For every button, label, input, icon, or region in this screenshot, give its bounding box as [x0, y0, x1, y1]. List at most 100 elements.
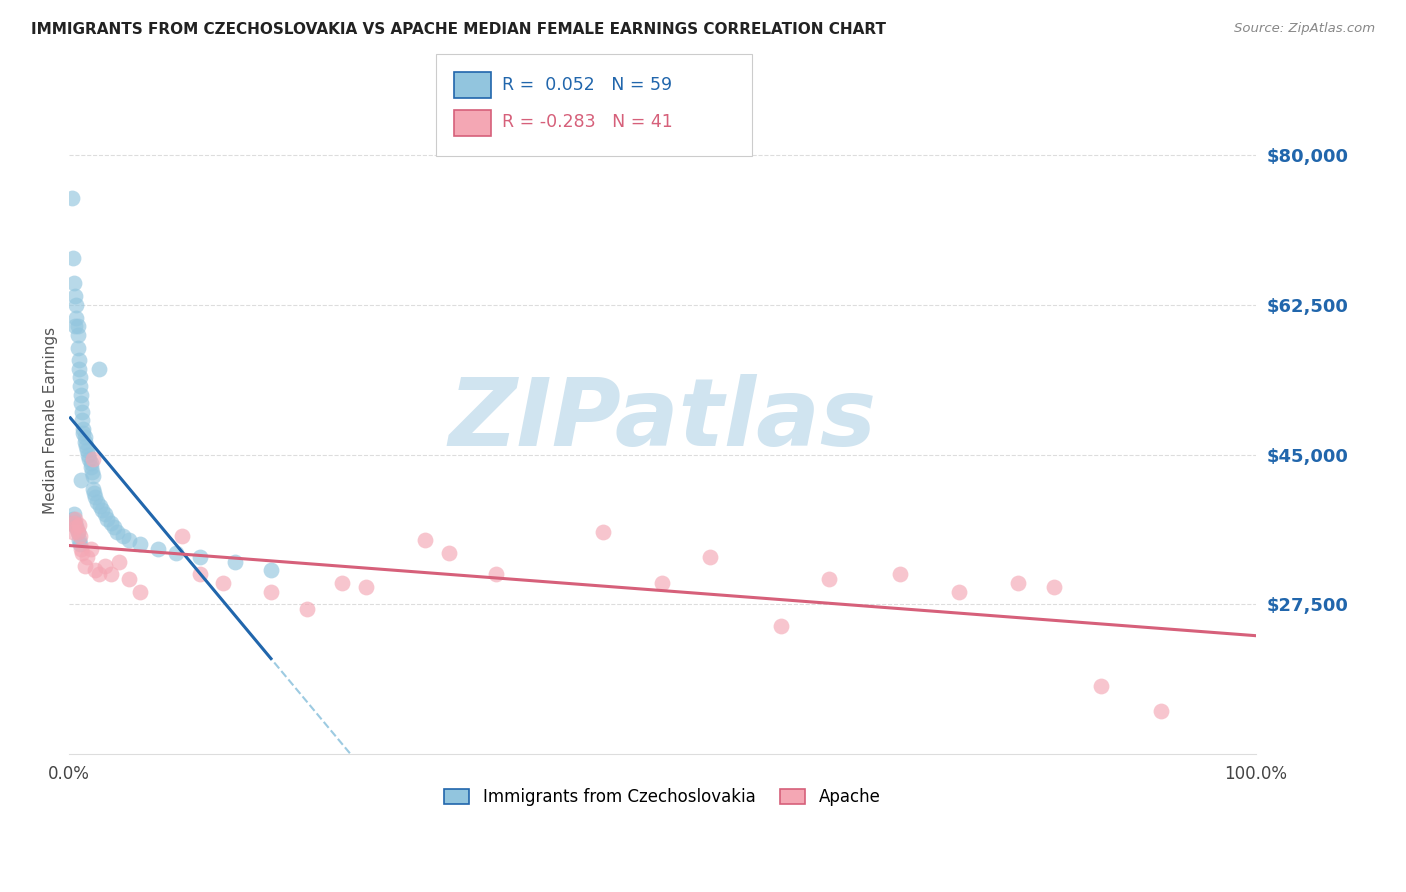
Text: R = -0.283   N = 41: R = -0.283 N = 41: [502, 113, 672, 131]
Point: [72, 546, 94, 560]
Point: [65, 310, 87, 325]
Point: [70, 541, 93, 556]
Point: [62, 512, 84, 526]
Point: [66, 319, 89, 334]
Point: [65, 520, 87, 534]
Point: [295, 601, 318, 615]
Point: [94, 558, 117, 573]
Text: ZIPatlas: ZIPatlas: [449, 375, 876, 467]
Point: [67, 533, 90, 548]
Point: [70, 387, 93, 401]
Text: IMMIGRANTS FROM CZECHOSLOVAKIA VS APACHE MEDIAN FEMALE EARNINGS CORRELATION CHAR: IMMIGRANTS FROM CZECHOSLOVAKIA VS APACHE…: [31, 22, 886, 37]
Point: [817, 572, 839, 586]
Point: [69, 529, 91, 543]
Point: [330, 576, 353, 591]
Point: [354, 580, 377, 594]
Point: [212, 576, 235, 591]
Point: [84, 563, 107, 577]
Point: [188, 550, 211, 565]
Point: [82, 469, 104, 483]
Point: [148, 541, 170, 556]
Point: [65, 298, 87, 312]
Point: [1043, 580, 1066, 594]
Point: [79, 460, 101, 475]
Y-axis label: Median Female Earnings: Median Female Earnings: [44, 326, 58, 514]
Point: [188, 567, 211, 582]
Point: [83, 486, 105, 500]
Point: [63, 516, 86, 530]
Point: [889, 567, 911, 582]
Point: [69, 537, 91, 551]
Point: [80, 465, 103, 479]
Point: [76, 550, 98, 565]
Point: [82, 451, 104, 466]
Point: [79, 456, 101, 470]
Point: [413, 533, 436, 548]
Point: [66, 524, 89, 539]
Point: [103, 520, 125, 534]
Point: [63, 319, 86, 334]
Point: [117, 533, 139, 548]
Point: [76, 443, 98, 458]
Point: [77, 448, 100, 462]
Point: [105, 524, 128, 539]
Point: [485, 567, 508, 582]
Point: [73, 434, 96, 449]
Point: [129, 584, 152, 599]
Point: [84, 491, 107, 505]
Point: [67, 362, 90, 376]
Point: [260, 584, 283, 599]
Point: [79, 451, 101, 466]
Point: [63, 508, 86, 522]
Point: [73, 430, 96, 444]
Point: [70, 473, 93, 487]
Point: [129, 537, 152, 551]
Point: [87, 567, 110, 582]
Point: [72, 426, 94, 441]
Text: R =  0.052   N = 59: R = 0.052 N = 59: [502, 76, 672, 94]
Point: [72, 405, 94, 419]
Point: [60, 191, 83, 205]
Point: [170, 529, 193, 543]
Point: [437, 546, 460, 560]
Point: [66, 327, 89, 342]
Point: [62, 251, 84, 265]
Point: [91, 503, 114, 517]
Point: [82, 482, 104, 496]
Point: [100, 516, 122, 530]
Point: [63, 289, 86, 303]
Point: [165, 546, 187, 560]
Point: [89, 499, 111, 513]
Point: [651, 576, 673, 591]
Point: [67, 517, 90, 532]
Point: [699, 550, 721, 565]
Point: [70, 396, 93, 410]
Point: [63, 516, 86, 530]
Point: [67, 353, 90, 368]
Point: [86, 494, 108, 508]
Point: [260, 563, 283, 577]
Point: [63, 512, 86, 526]
Point: [108, 555, 131, 569]
Point: [69, 370, 91, 384]
Point: [224, 555, 246, 569]
Point: [62, 524, 84, 539]
Point: [96, 512, 118, 526]
Point: [79, 541, 101, 556]
Point: [117, 572, 139, 586]
Point: [72, 422, 94, 436]
Point: [66, 341, 89, 355]
Point: [1150, 705, 1173, 719]
Legend: Immigrants from Czechoslovakia, Apache: Immigrants from Czechoslovakia, Apache: [437, 781, 887, 813]
Point: [111, 529, 134, 543]
Point: [73, 558, 96, 573]
Point: [75, 439, 97, 453]
Point: [66, 524, 89, 539]
Point: [94, 508, 117, 522]
Point: [63, 277, 86, 291]
Point: [770, 619, 793, 633]
Point: [100, 567, 122, 582]
Point: [72, 413, 94, 427]
Point: [1090, 679, 1112, 693]
Text: Source: ZipAtlas.com: Source: ZipAtlas.com: [1234, 22, 1375, 36]
